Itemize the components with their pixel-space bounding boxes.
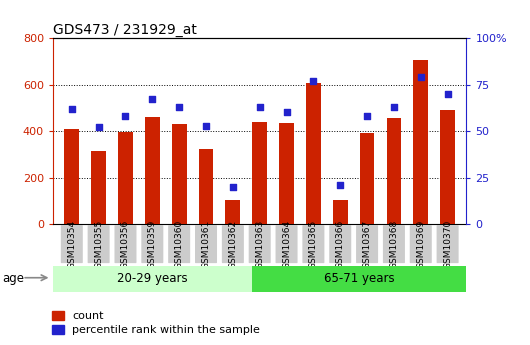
Point: [282, 110, 291, 115]
Bar: [252, 266, 466, 292]
Text: GSM10361: GSM10361: [201, 219, 210, 269]
Point: [255, 104, 264, 110]
Bar: [306, 83, 321, 224]
FancyBboxPatch shape: [222, 225, 244, 263]
FancyBboxPatch shape: [87, 225, 110, 263]
Bar: [252, 122, 267, 224]
Point: [175, 104, 183, 110]
Text: GSM10365: GSM10365: [309, 219, 318, 269]
Text: GSM10363: GSM10363: [255, 219, 264, 269]
Point: [390, 104, 398, 110]
Bar: [199, 149, 214, 224]
Bar: [172, 124, 187, 224]
Bar: [91, 151, 106, 224]
FancyBboxPatch shape: [114, 225, 137, 263]
Text: GSM10355: GSM10355: [94, 219, 103, 269]
Text: age: age: [3, 272, 25, 285]
Bar: [65, 129, 79, 224]
Point: [309, 78, 317, 83]
FancyBboxPatch shape: [383, 225, 405, 263]
Bar: [333, 200, 348, 224]
FancyBboxPatch shape: [410, 225, 432, 263]
Bar: [145, 117, 160, 224]
Point: [202, 123, 210, 128]
Text: GSM10368: GSM10368: [390, 219, 399, 269]
Bar: [225, 200, 240, 224]
Point: [94, 125, 103, 130]
Text: GSM10359: GSM10359: [148, 219, 157, 269]
Text: GSM10370: GSM10370: [443, 219, 452, 269]
Text: GSM10367: GSM10367: [363, 219, 372, 269]
Point: [336, 183, 344, 188]
Bar: [440, 110, 455, 224]
Text: 20-29 years: 20-29 years: [117, 272, 188, 285]
Bar: [360, 134, 375, 224]
Text: GSM10362: GSM10362: [228, 219, 237, 269]
FancyBboxPatch shape: [168, 225, 190, 263]
FancyBboxPatch shape: [356, 225, 378, 263]
Point: [363, 114, 372, 119]
Bar: [118, 132, 133, 224]
FancyBboxPatch shape: [303, 225, 324, 263]
FancyBboxPatch shape: [195, 225, 217, 263]
Point: [417, 74, 425, 80]
Text: GSM10356: GSM10356: [121, 219, 130, 269]
Point: [67, 106, 76, 111]
Bar: [386, 118, 401, 224]
Legend: count, percentile rank within the sample: count, percentile rank within the sample: [48, 306, 264, 339]
Text: GSM10354: GSM10354: [67, 219, 76, 269]
Text: 65-71 years: 65-71 years: [324, 272, 394, 285]
Point: [148, 97, 156, 102]
Bar: [279, 123, 294, 224]
FancyBboxPatch shape: [61, 225, 83, 263]
FancyBboxPatch shape: [249, 225, 271, 263]
FancyBboxPatch shape: [437, 225, 458, 263]
Text: GSM10360: GSM10360: [175, 219, 184, 269]
FancyBboxPatch shape: [142, 225, 163, 263]
Point: [228, 184, 237, 190]
FancyBboxPatch shape: [329, 225, 351, 263]
Text: GDS473 / 231929_at: GDS473 / 231929_at: [53, 23, 197, 37]
Text: GSM10369: GSM10369: [416, 219, 425, 269]
Text: GSM10364: GSM10364: [282, 219, 291, 269]
FancyBboxPatch shape: [276, 225, 297, 263]
Point: [121, 114, 130, 119]
Text: GSM10366: GSM10366: [335, 219, 344, 269]
Bar: [53, 266, 252, 292]
Point: [444, 91, 452, 97]
Bar: [413, 60, 428, 224]
